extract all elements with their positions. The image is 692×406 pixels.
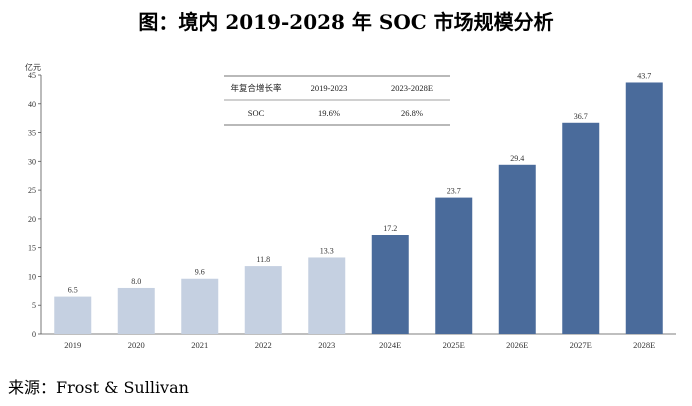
bar-2020 xyxy=(117,287,155,334)
y-tick-label: 0 xyxy=(32,330,36,339)
x-tick-label-2027E: 2027E xyxy=(570,340,592,350)
data-label-2022: 11.8 xyxy=(256,255,270,264)
x-tick-label-2021: 2021 xyxy=(191,340,208,350)
bar-2023 xyxy=(308,257,346,334)
y-tick-label: 35 xyxy=(28,129,36,138)
y-tick-label: 25 xyxy=(28,186,36,195)
bar-2028E xyxy=(625,82,663,334)
table-cagr-1: 19.6% xyxy=(318,108,340,118)
data-label-2026E: 29.4 xyxy=(510,154,524,163)
x-tick-label-2019: 2019 xyxy=(64,340,81,350)
bar-2026E xyxy=(498,164,536,334)
y-tick-label: 20 xyxy=(28,215,36,224)
x-tick-label-2024E: 2024E xyxy=(379,340,401,350)
data-label-2024E: 17.2 xyxy=(383,224,397,233)
table-cagr-2: 26.8% xyxy=(401,108,423,118)
y-tick-label: 10 xyxy=(28,272,36,281)
y-axis-unit: 亿元 xyxy=(25,62,41,72)
data-label-2027E: 36.7 xyxy=(574,112,588,121)
data-label-2028E: 43.7 xyxy=(637,71,651,80)
x-tick-label-2020: 2020 xyxy=(128,340,145,350)
source-note: 来源：Frost & Sullivan xyxy=(8,378,189,397)
y-tick-label: 40 xyxy=(28,100,36,109)
y-tick-label: 5 xyxy=(32,301,36,310)
bar-2019 xyxy=(54,296,92,334)
y-tick-label: 15 xyxy=(28,244,36,253)
y-tick-label: 30 xyxy=(28,157,36,166)
y-tick-label: 45 xyxy=(28,71,36,80)
bar-2027E xyxy=(562,122,600,334)
x-tick-label-2022: 2022 xyxy=(255,340,272,350)
x-tick-label-2026E: 2026E xyxy=(506,340,528,350)
bar-2025E xyxy=(435,197,473,334)
bar-2024E xyxy=(371,235,409,334)
x-tick-label-2025E: 2025E xyxy=(443,340,465,350)
data-label-2020: 8.0 xyxy=(131,277,141,286)
bar-2021 xyxy=(181,278,219,334)
table-header-period-1: 2019-2023 xyxy=(311,83,348,93)
data-label-2021: 9.6 xyxy=(195,268,205,277)
bar-2022 xyxy=(244,266,282,334)
data-label-2023: 13.3 xyxy=(320,246,334,255)
cagr-table: 年复合增长率 2019-2023 2023-2028E SOC 19.6% 26… xyxy=(224,75,450,126)
table-row-label: SOC xyxy=(248,108,265,118)
chart-title: 图：境内 2019-2028 年 SOC 市场规模分析 xyxy=(138,10,554,34)
x-tick-label-2023: 2023 xyxy=(318,340,335,350)
bars: 6.5 2019 8.0 2020 9.6 2021 11.8 2022 13.3 2023 17.… xyxy=(54,71,663,350)
data-label-2019: 6.5 xyxy=(68,286,78,295)
table-header-period-2: 2023-2028E xyxy=(391,83,433,93)
table-header-cagr: 年复合增长率 xyxy=(230,83,282,93)
x-tick-label-2028E: 2028E xyxy=(633,340,655,350)
data-label-2025E: 23.7 xyxy=(447,187,461,196)
